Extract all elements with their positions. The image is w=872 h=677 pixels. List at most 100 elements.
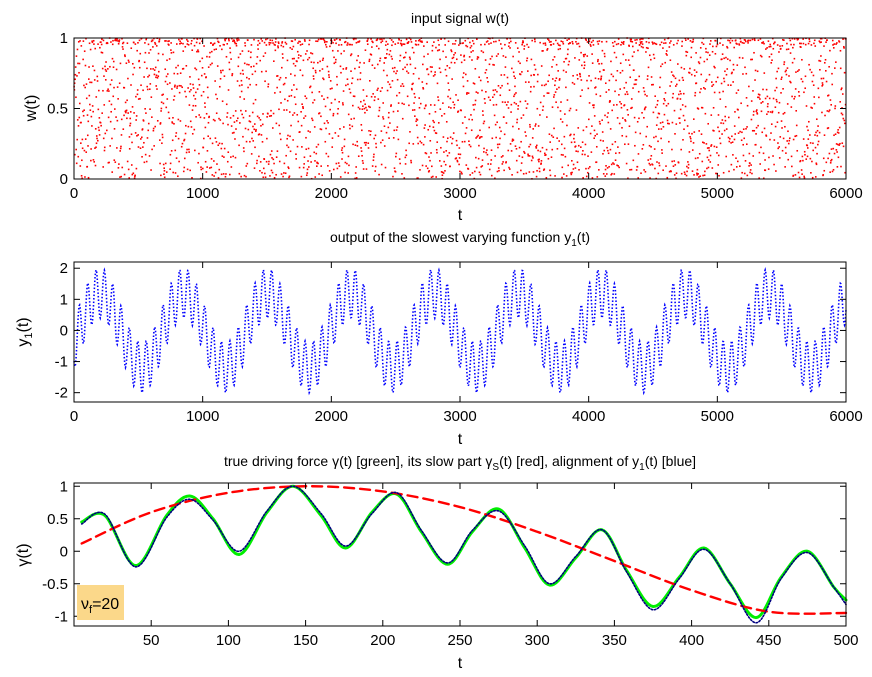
data-point bbox=[663, 38, 666, 41]
data-point bbox=[545, 177, 548, 179]
data-point bbox=[299, 40, 301, 43]
data-point bbox=[177, 64, 179, 67]
data-point bbox=[281, 66, 283, 69]
data-point bbox=[484, 102, 486, 104]
data-point bbox=[100, 124, 102, 127]
data-point bbox=[200, 74, 203, 77]
data-point bbox=[377, 98, 380, 100]
data-point bbox=[635, 169, 638, 171]
data-point bbox=[439, 160, 441, 162]
data-point bbox=[444, 44, 446, 46]
data-point bbox=[306, 50, 308, 52]
data-point bbox=[659, 43, 661, 46]
data-point bbox=[286, 137, 288, 140]
data-point bbox=[670, 81, 673, 83]
data-point bbox=[551, 66, 553, 68]
data-point bbox=[93, 79, 96, 81]
data-point bbox=[803, 175, 805, 178]
data-point bbox=[672, 165, 675, 167]
data-point bbox=[562, 41, 564, 43]
data-point bbox=[782, 113, 785, 115]
data-point bbox=[592, 44, 595, 46]
data-point bbox=[349, 127, 351, 130]
data-point bbox=[682, 92, 685, 95]
data-point bbox=[162, 102, 165, 105]
data-point bbox=[718, 137, 721, 140]
data-point bbox=[361, 154, 363, 157]
data-point bbox=[388, 137, 390, 140]
data-point bbox=[164, 68, 167, 71]
data-point bbox=[210, 42, 212, 44]
data-point bbox=[827, 94, 830, 97]
data-point bbox=[486, 149, 488, 151]
data-point bbox=[305, 174, 308, 177]
data-point bbox=[754, 69, 757, 72]
data-point bbox=[338, 165, 341, 167]
data-point bbox=[126, 99, 128, 102]
data-point bbox=[193, 44, 196, 47]
data-point bbox=[188, 90, 191, 93]
data-point bbox=[282, 83, 285, 86]
data-point bbox=[676, 97, 679, 100]
data-point bbox=[121, 37, 123, 40]
data-point bbox=[201, 57, 204, 60]
data-point bbox=[550, 44, 553, 46]
data-point bbox=[823, 134, 826, 136]
data-point bbox=[592, 39, 594, 42]
data-point bbox=[227, 151, 230, 153]
data-point bbox=[392, 110, 395, 113]
data-point bbox=[563, 173, 565, 175]
data-point bbox=[437, 96, 439, 98]
data-point bbox=[686, 125, 689, 127]
data-point bbox=[680, 172, 683, 175]
data-point bbox=[801, 80, 804, 83]
data-point bbox=[670, 71, 673, 73]
data-point bbox=[815, 162, 818, 165]
data-point bbox=[403, 43, 406, 46]
data-point bbox=[516, 121, 518, 124]
data-point bbox=[637, 177, 639, 179]
data-point bbox=[508, 168, 511, 170]
data-point bbox=[319, 69, 321, 72]
data-point bbox=[86, 134, 89, 137]
data-point bbox=[564, 155, 567, 158]
data-point bbox=[440, 171, 443, 173]
data-point bbox=[565, 86, 567, 89]
data-point bbox=[811, 107, 813, 109]
data-point bbox=[310, 52, 312, 54]
data-point bbox=[129, 122, 132, 125]
data-point bbox=[613, 51, 616, 54]
data-point bbox=[660, 41, 663, 44]
data-point bbox=[504, 56, 507, 59]
data-point bbox=[776, 100, 778, 103]
data-point bbox=[440, 38, 442, 40]
data-point bbox=[630, 168, 633, 171]
data-point bbox=[675, 172, 678, 175]
data-point bbox=[271, 127, 274, 129]
data-point bbox=[698, 176, 700, 178]
data-point bbox=[496, 170, 499, 173]
data-point bbox=[544, 42, 547, 44]
data-point bbox=[434, 111, 437, 113]
data-point bbox=[344, 171, 346, 174]
data-point bbox=[415, 40, 417, 42]
data-point bbox=[823, 61, 826, 64]
data-point bbox=[654, 95, 656, 97]
x-tick-label: 6000 bbox=[829, 408, 862, 425]
data-point bbox=[556, 148, 559, 150]
data-point bbox=[649, 158, 652, 160]
data-point bbox=[587, 167, 590, 170]
data-point bbox=[604, 168, 607, 171]
data-point bbox=[788, 75, 790, 77]
data-point bbox=[335, 162, 338, 165]
data-point bbox=[497, 85, 500, 87]
data-point bbox=[421, 41, 423, 43]
panel-3-title-e: S bbox=[492, 462, 499, 473]
data-point bbox=[317, 61, 319, 64]
data-point bbox=[695, 82, 698, 84]
data-point bbox=[527, 154, 530, 157]
data-point bbox=[334, 132, 337, 134]
data-point bbox=[248, 78, 250, 80]
data-point bbox=[619, 101, 621, 103]
data-point bbox=[461, 122, 464, 124]
